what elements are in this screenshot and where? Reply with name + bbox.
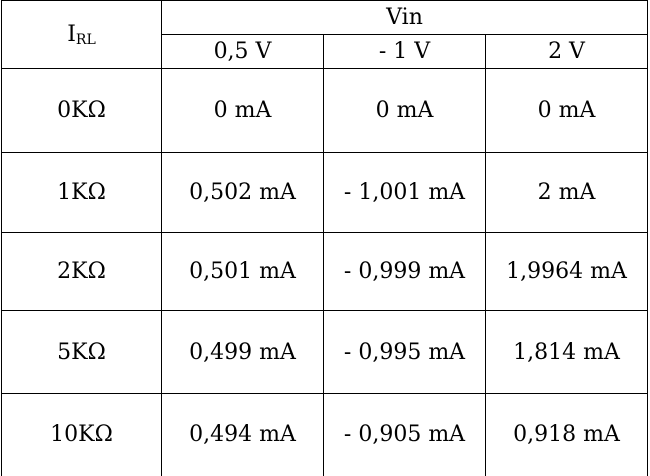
table-row: 2KΩ 0,501 mA - 0,999 mA 1,9964 mA [1, 232, 649, 311]
column-header-2v: 2 V [484, 34, 649, 69]
header-row-group: IRL Vin [1, 0, 649, 69]
table-cell: - 1,001 mA [323, 152, 486, 233]
column-header-minus-1v: - 1 V [323, 34, 486, 69]
column-header-0-5v: 0,5 V [161, 34, 324, 69]
table-cell: 0,499 mA [161, 310, 324, 394]
row-load-label: 10KΩ [1, 393, 162, 476]
table-row: 5KΩ 0,499 mA - 0,995 mA 1,814 mA [1, 310, 649, 394]
table-row: 10KΩ 0,494 mA - 0,905 mA 0,918 mA [1, 393, 649, 476]
row-load-label: 2KΩ [1, 232, 162, 311]
row-load-label: 5KΩ [1, 310, 162, 394]
irl-symbol: I [67, 21, 76, 47]
table-cell: - 0,999 mA [323, 232, 486, 311]
corner-header-irl: IRL [1, 0, 162, 69]
table-cell: 0 mA [161, 68, 324, 153]
row-load-label: 1KΩ [1, 152, 162, 233]
table-row: 0KΩ 0 mA 0 mA 0 mA [1, 68, 649, 153]
table-cell: 0,502 mA [161, 152, 324, 233]
table-cell: 0 mA [484, 68, 649, 153]
table-cell: 0,494 mA [161, 393, 324, 476]
irl-subscript: RL [75, 31, 96, 48]
vin-group-header: Vin [160, 0, 649, 35]
table-cell: - 0,905 mA [323, 393, 486, 476]
header-row-columns: 0,5 V - 1 V 2 V [2, 34, 649, 69]
table-cell: - 0,995 mA [323, 310, 486, 394]
table-cell: 0,501 mA [161, 232, 324, 311]
table-row: 1KΩ 0,502 mA - 1,001 mA 2 mA [1, 152, 649, 233]
table-cell: 0,918 mA [484, 393, 649, 476]
table-cell: 0 mA [323, 68, 486, 153]
table-cell: 1,814 mA [484, 310, 649, 394]
table-cell: 2 mA [484, 152, 649, 233]
row-load-label: 0KΩ [1, 68, 162, 153]
table-cell: 1,9964 mA [484, 232, 649, 311]
